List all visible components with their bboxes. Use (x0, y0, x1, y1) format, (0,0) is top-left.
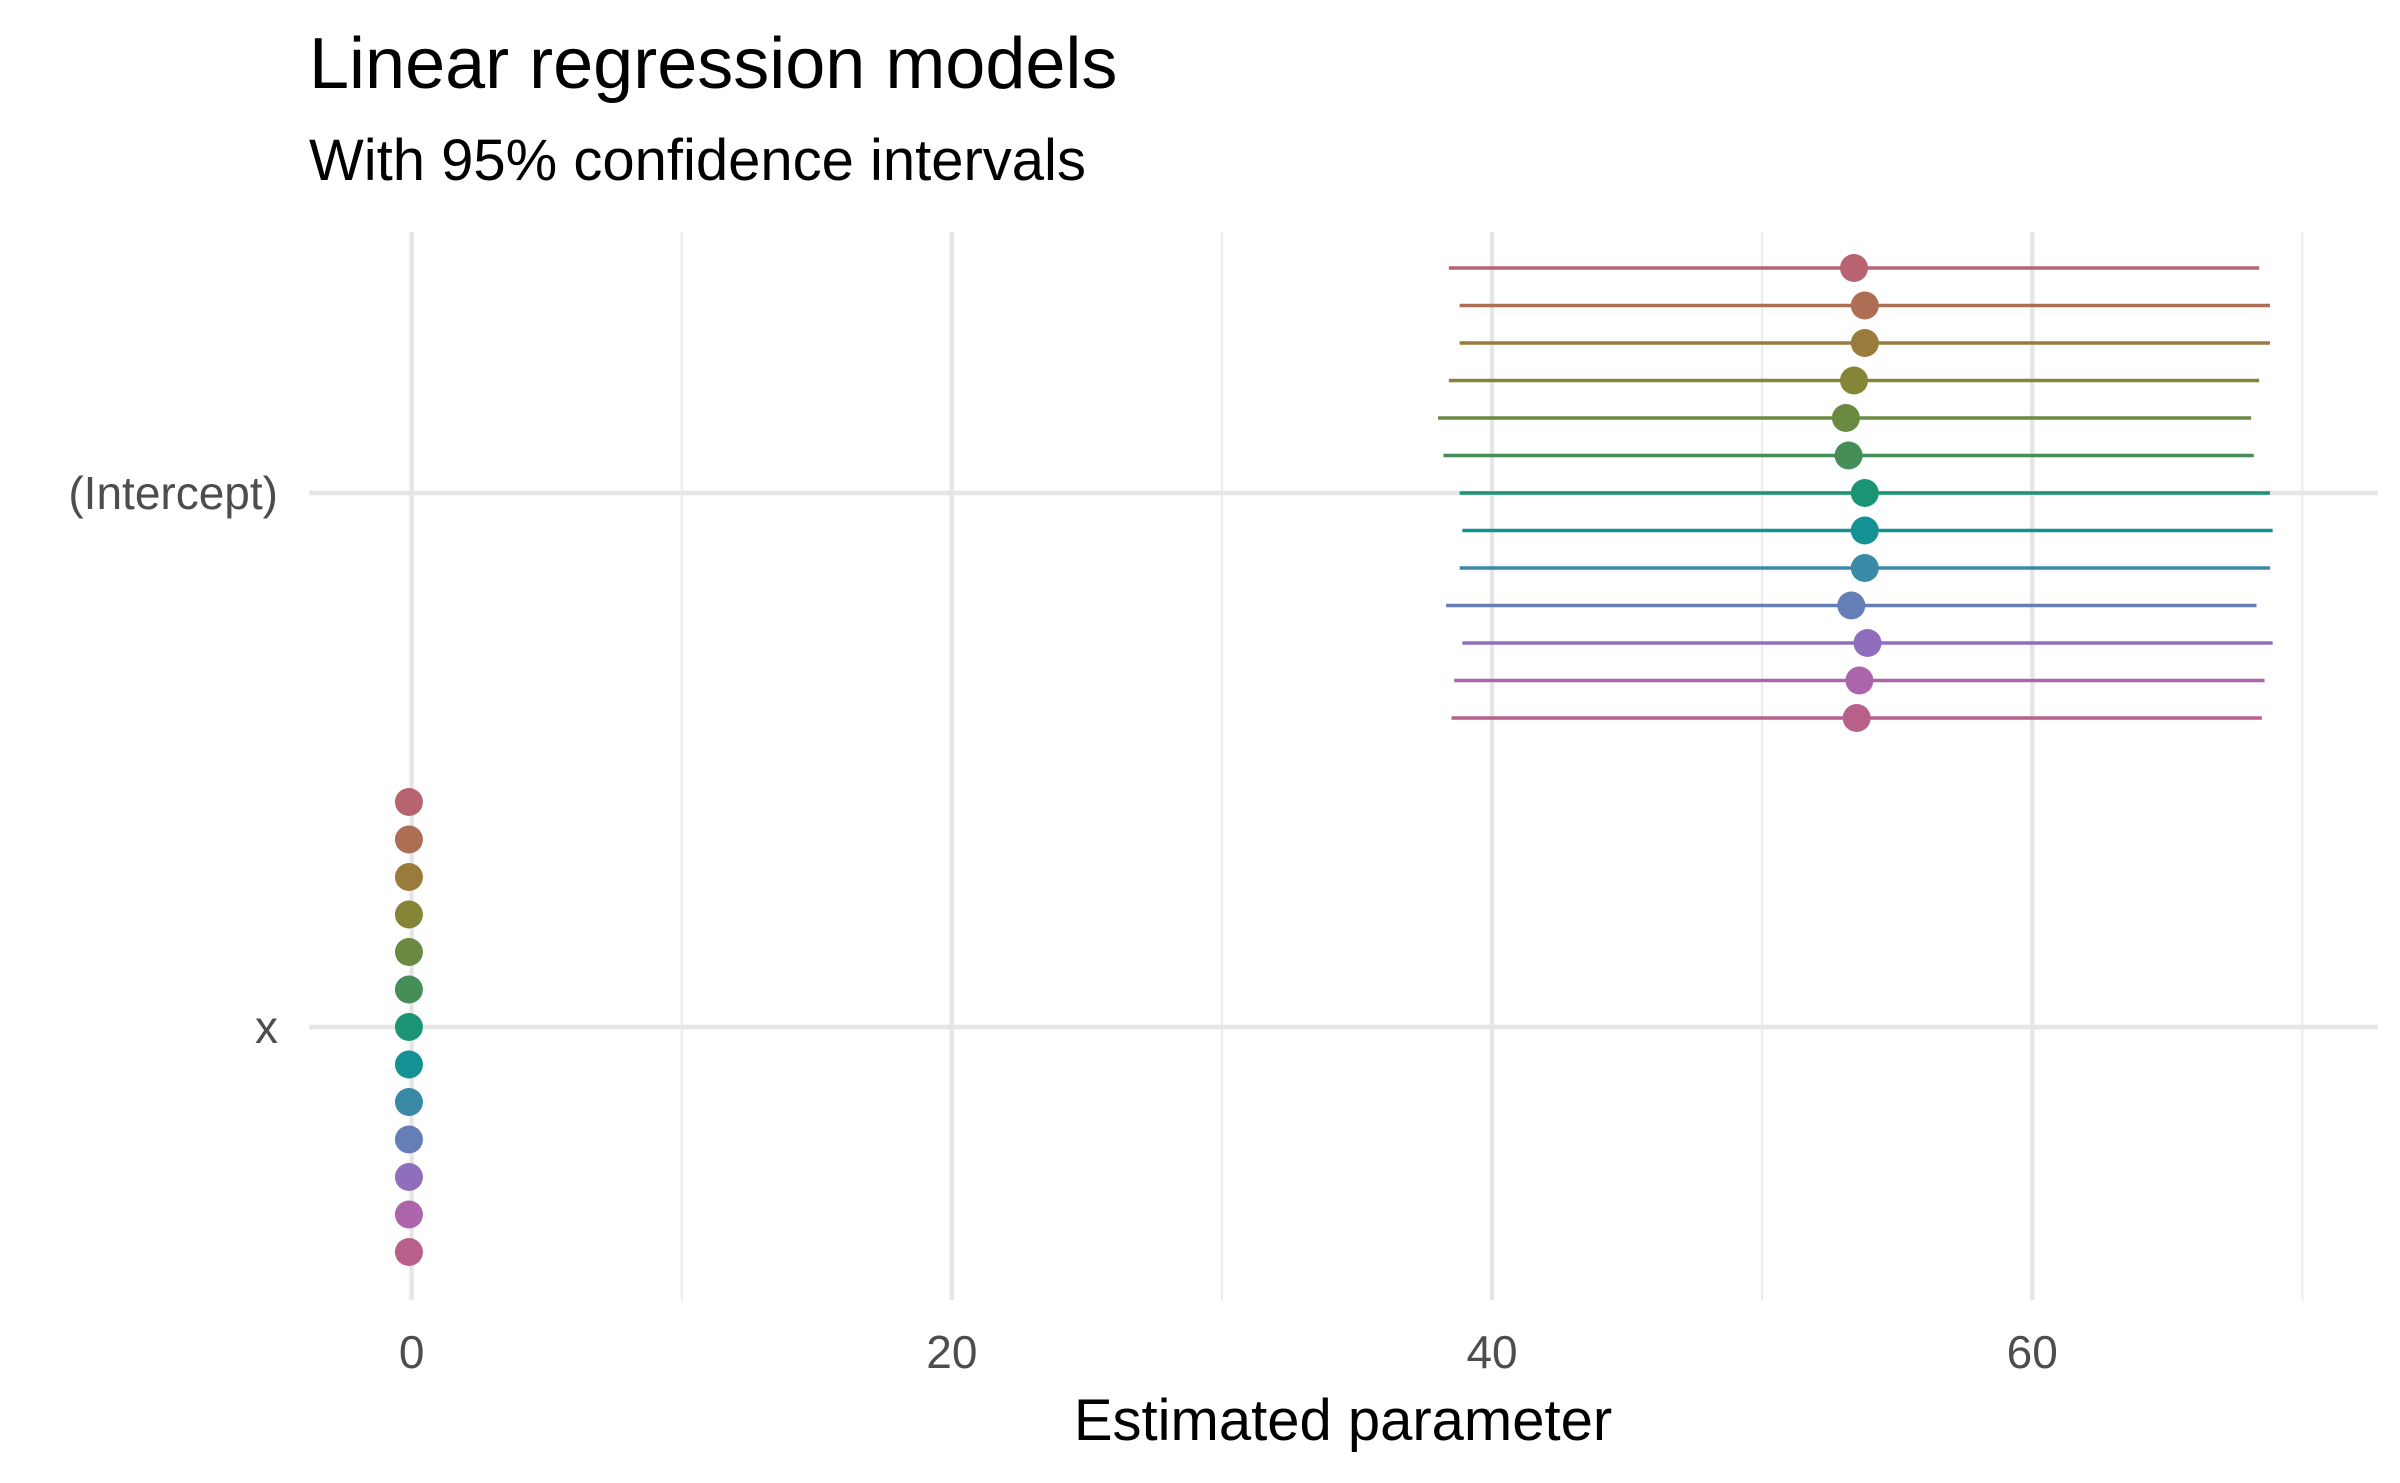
estimate-point (394, 788, 423, 816)
chart-subtitle: With 95% confidence intervals (309, 128, 1086, 193)
estimate-point (1850, 291, 1879, 320)
estimate-point (394, 975, 423, 1004)
y-tick-label: x (255, 1001, 278, 1053)
x-tick-label: 60 (2007, 1326, 2058, 1378)
estimate-point (1850, 516, 1879, 545)
estimate-point (1839, 366, 1868, 395)
estimate-point (1845, 666, 1874, 695)
estimate-point (394, 900, 423, 929)
estimate-point (394, 1200, 423, 1229)
estimate-point (1834, 441, 1863, 470)
y-tick-label: (Intercept) (68, 467, 278, 519)
estimate-point (394, 863, 423, 891)
estimate-point (394, 938, 423, 966)
estimate-point (1850, 554, 1879, 582)
estimate-point (394, 1163, 423, 1191)
plot-grid (309, 232, 2378, 1300)
estimate-point (394, 1238, 423, 1266)
estimate-point (394, 825, 423, 854)
estimate-point (1831, 404, 1860, 432)
estimate-point (1853, 629, 1882, 657)
x-tick-label: 40 (1466, 1326, 1517, 1378)
axis-labels: 0 20 40 60 (Intercept) x (68, 467, 2057, 1378)
estimate-point (394, 1013, 423, 1041)
estimate-point (1837, 591, 1866, 620)
x-tick-label: 20 (926, 1326, 977, 1378)
chart-title: Linear regression models (309, 24, 1117, 104)
estimate-point (394, 1088, 423, 1116)
x-tick-label: 0 (399, 1326, 425, 1378)
estimate-point (394, 1125, 423, 1154)
estimate-point (1850, 329, 1879, 357)
plot-marks (394, 254, 2273, 1266)
x-axis-title: Estimated parameter (1074, 1388, 1612, 1453)
estimate-point (1850, 479, 1879, 507)
estimate-point (394, 1050, 423, 1079)
estimate-point (1842, 704, 1871, 732)
estimate-point (1839, 254, 1868, 282)
